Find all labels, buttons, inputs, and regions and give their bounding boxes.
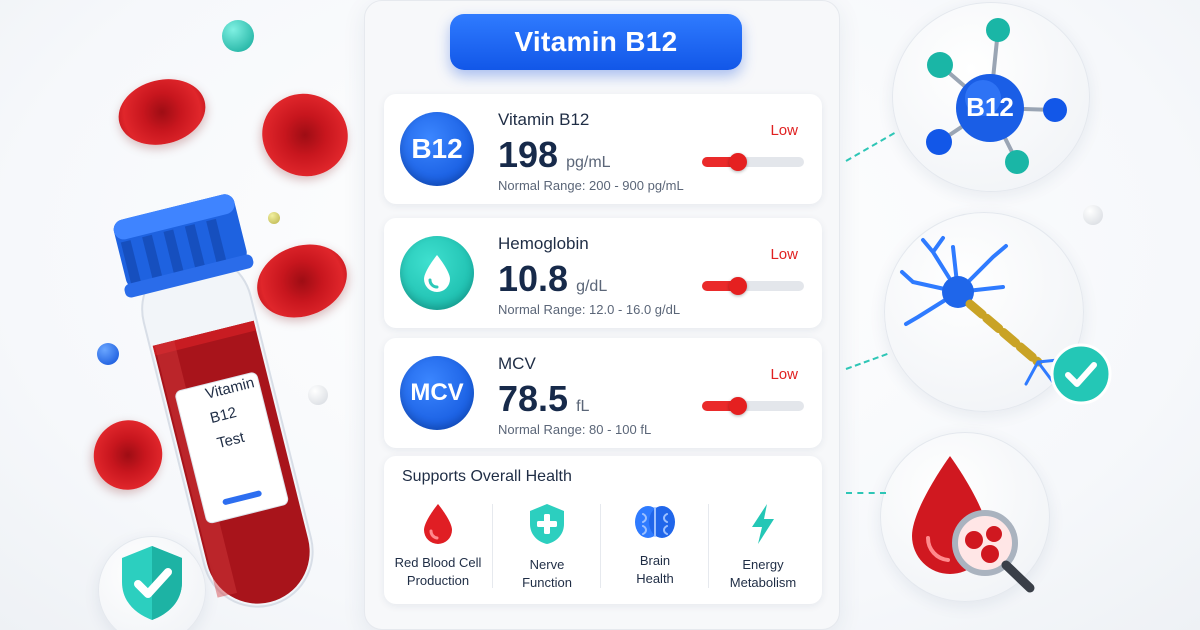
test-value: 198 pg/mL <box>498 134 611 175</box>
level-knob <box>728 153 747 171</box>
level-knob <box>728 277 747 295</box>
red-blood-cell <box>111 70 213 154</box>
feature-red-blood-cell: Red Blood Cell Production <box>384 502 492 598</box>
mcv-badge: MCV <box>400 356 474 430</box>
test-unit: g/dL <box>576 278 608 295</box>
level-fill <box>702 157 738 167</box>
connector-line <box>845 353 888 370</box>
test-name: Vitamin B12 <box>498 110 590 129</box>
result-card-mcv: MCV MCV 78.5 fL Normal Range: 80 - 100 fL… <box>384 338 822 448</box>
connector-line <box>846 492 886 494</box>
molecule-icon <box>926 18 1067 174</box>
support-title: Supports Overall Health <box>402 468 572 485</box>
white-sphere <box>1083 205 1103 225</box>
divider <box>708 504 709 588</box>
drop-icon <box>424 255 450 292</box>
neuron-icon <box>900 236 1060 386</box>
level-bar <box>702 153 804 171</box>
test-unit: fL <box>576 398 590 415</box>
feature-brain: Brain Health <box>601 502 709 598</box>
status-badge: Low <box>770 122 798 139</box>
yellow-sphere <box>268 212 280 224</box>
molecule-label: B12 <box>966 92 1014 122</box>
divider <box>492 504 493 588</box>
normal-range: Normal Range: 12.0 - 16.0 g/dL <box>498 302 681 317</box>
level-bar <box>702 277 804 295</box>
red-blood-cell <box>250 81 360 189</box>
status-badge: Low <box>770 246 798 263</box>
status-badge: Low <box>770 366 798 383</box>
level-fill <box>702 281 738 291</box>
b12-badge: B12 <box>400 112 474 186</box>
check-circle-icon <box>1050 343 1112 405</box>
level-fill <box>702 401 738 411</box>
level-knob <box>728 397 747 415</box>
brain-icon <box>635 506 675 538</box>
drop-badge <box>400 236 474 310</box>
shield-plus-icon <box>530 504 564 544</box>
feature-label: Nerve Function <box>522 557 572 590</box>
result-card-hemoglobin: Hemoglobin 10.8 g/dL Normal Range: 12.0 -… <box>384 218 822 328</box>
test-value: 78.5 fL <box>498 378 590 419</box>
support-card: Supports Overall Health Red Blood Cell Pr… <box>384 456 822 604</box>
teal-sphere <box>222 20 254 52</box>
blood-magnifier-icon <box>912 456 1035 593</box>
lightning-icon <box>752 504 774 544</box>
blood-drop-icon <box>424 504 452 544</box>
shield-check-icon <box>122 546 182 620</box>
test-unit: pg/mL <box>566 154 611 171</box>
feature-label: Red Blood Cell Production <box>394 555 482 588</box>
feature-nerve: Nerve Function <box>493 502 601 598</box>
test-name: Hemoglobin <box>498 234 589 253</box>
divider <box>600 504 601 588</box>
level-bar <box>702 397 804 415</box>
blue-sphere <box>97 343 119 365</box>
test-tube-illustration <box>113 194 314 608</box>
feature-label: Brain Health <box>636 553 674 586</box>
test-name: MCV <box>498 354 536 373</box>
connector-line <box>845 132 895 162</box>
normal-range: Normal Range: 80 - 100 fL <box>498 422 652 437</box>
test-value: 10.8 g/dL <box>498 258 608 299</box>
result-card-vitamin-b12: B12 Vitamin B12 198 pg/mL Normal Range: 2… <box>384 94 822 204</box>
normal-range: Normal Range: 200 - 900 pg/mL <box>498 178 684 193</box>
page-title: Vitamin B12 <box>450 14 742 70</box>
feature-energy: Energy Metabolism <box>709 502 817 598</box>
feature-label: Energy Metabolism <box>729 557 797 590</box>
white-sphere <box>308 385 328 405</box>
